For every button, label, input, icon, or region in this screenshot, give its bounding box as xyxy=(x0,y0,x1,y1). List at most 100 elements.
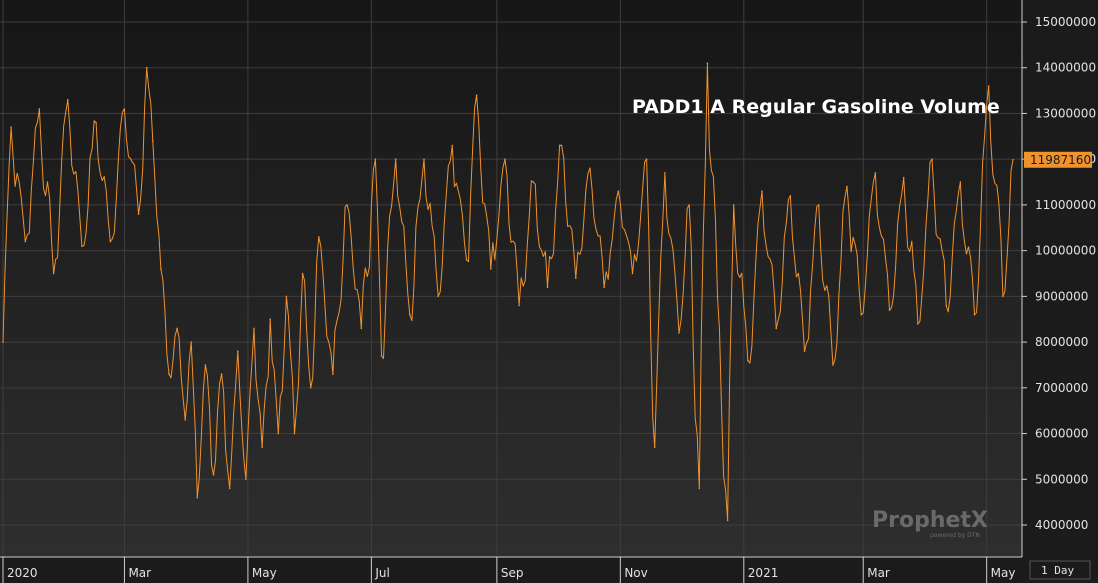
data-point xyxy=(261,446,263,449)
data-point xyxy=(269,318,272,321)
data-point xyxy=(245,478,247,481)
y-tick-label: 5000000 xyxy=(1035,472,1088,486)
data-point xyxy=(423,158,425,160)
data-point xyxy=(617,190,620,192)
data-point xyxy=(726,519,729,522)
data-point xyxy=(732,204,735,206)
data-point xyxy=(451,144,454,147)
x-tick-label: Sep xyxy=(501,566,524,580)
data-point xyxy=(888,309,891,311)
data-point xyxy=(959,181,962,183)
data-point xyxy=(437,295,440,298)
last-value-badge: 11987160 xyxy=(1024,151,1092,168)
y-tick-label: 14000000 xyxy=(1035,61,1096,75)
data-point xyxy=(38,108,41,110)
data-point xyxy=(518,304,520,307)
series-group xyxy=(2,62,1014,522)
data-point xyxy=(190,341,192,343)
data-point xyxy=(176,327,178,330)
data-point xyxy=(589,167,591,170)
data-point xyxy=(301,272,304,275)
series-line xyxy=(2,62,1014,521)
y-tick-label: 4000000 xyxy=(1035,518,1088,532)
data-point xyxy=(789,195,792,197)
x-tick-label: 2021 xyxy=(748,566,779,580)
data-point xyxy=(575,277,577,279)
data-point xyxy=(546,286,549,289)
interval-selector[interactable]: 1 Day xyxy=(1029,560,1091,580)
y-tick-label: 15000000 xyxy=(1035,15,1096,29)
data-point xyxy=(645,158,648,160)
y-tick-label: 11000000 xyxy=(1035,198,1096,212)
data-point xyxy=(374,158,377,160)
data-point xyxy=(184,419,186,421)
data-point xyxy=(860,313,862,316)
data-point xyxy=(168,373,170,375)
data-point xyxy=(817,204,820,206)
data-point xyxy=(228,487,231,490)
data-point xyxy=(2,341,4,343)
y-tick-label: 13000000 xyxy=(1035,106,1096,120)
data-point xyxy=(664,172,666,174)
data-point xyxy=(631,272,634,275)
data-point xyxy=(532,181,535,183)
data-point xyxy=(698,487,701,490)
logo-text: ProphetX xyxy=(872,508,988,533)
data-point xyxy=(137,213,140,215)
x-tick-label: Jul xyxy=(374,566,389,580)
data-point xyxy=(945,304,947,307)
data-point xyxy=(917,323,919,325)
data-point xyxy=(409,313,411,316)
x-axis-panel xyxy=(0,557,1098,583)
watermark-logo: ProphetX powered by DTN xyxy=(872,508,988,539)
data-point xyxy=(145,66,148,69)
data-point xyxy=(1002,295,1004,298)
data-point xyxy=(24,240,27,243)
data-point xyxy=(123,108,126,110)
data-point xyxy=(196,496,199,499)
x-tick-label: May xyxy=(991,566,1016,580)
data-point xyxy=(380,355,383,357)
x-tick-label: Mar xyxy=(128,566,151,580)
interval-box[interactable] xyxy=(1029,560,1091,580)
data-point xyxy=(775,327,777,330)
data-point xyxy=(160,268,162,270)
data-point xyxy=(973,313,976,316)
chart-title: PADD1 A Regular Gasoline Volume xyxy=(632,96,1000,118)
data-point xyxy=(277,432,280,435)
y-axis-panel xyxy=(1022,0,1098,557)
y-axis-ticks: 4000000 5000000 6000000 7000000 8000000 90000… xyxy=(1022,15,1096,532)
last-value-box xyxy=(1024,151,1092,168)
data-point xyxy=(152,140,154,142)
data-point xyxy=(846,185,848,188)
y-tick-label: 6000000 xyxy=(1035,427,1088,441)
data-point xyxy=(360,327,363,330)
data-point xyxy=(902,176,905,179)
interval-label[interactable]: 1 Day xyxy=(1041,564,1074,577)
data-point xyxy=(10,126,12,128)
plot-background xyxy=(0,0,1022,557)
data-point xyxy=(81,245,83,247)
data-point xyxy=(346,204,348,206)
data-point xyxy=(1012,159,1014,161)
x-axis-ticks: 2020 Mar May Jul Sep Nov 2021 Mar May xyxy=(2,557,1016,583)
data-point xyxy=(874,172,877,174)
data-point xyxy=(716,295,719,298)
data-point xyxy=(212,473,215,476)
data-point xyxy=(653,446,656,449)
data-point xyxy=(688,204,690,206)
grid-lines xyxy=(0,0,1022,557)
data-point xyxy=(332,373,334,375)
data-point xyxy=(318,236,320,238)
data-point xyxy=(931,158,933,160)
data-point xyxy=(95,121,97,124)
last-value-label: 11987160 xyxy=(1030,153,1091,167)
data-point xyxy=(67,98,69,101)
data-point xyxy=(394,158,397,160)
data-point xyxy=(504,158,506,160)
data-point xyxy=(832,364,834,366)
data-point xyxy=(706,62,709,64)
data-point xyxy=(987,85,990,87)
